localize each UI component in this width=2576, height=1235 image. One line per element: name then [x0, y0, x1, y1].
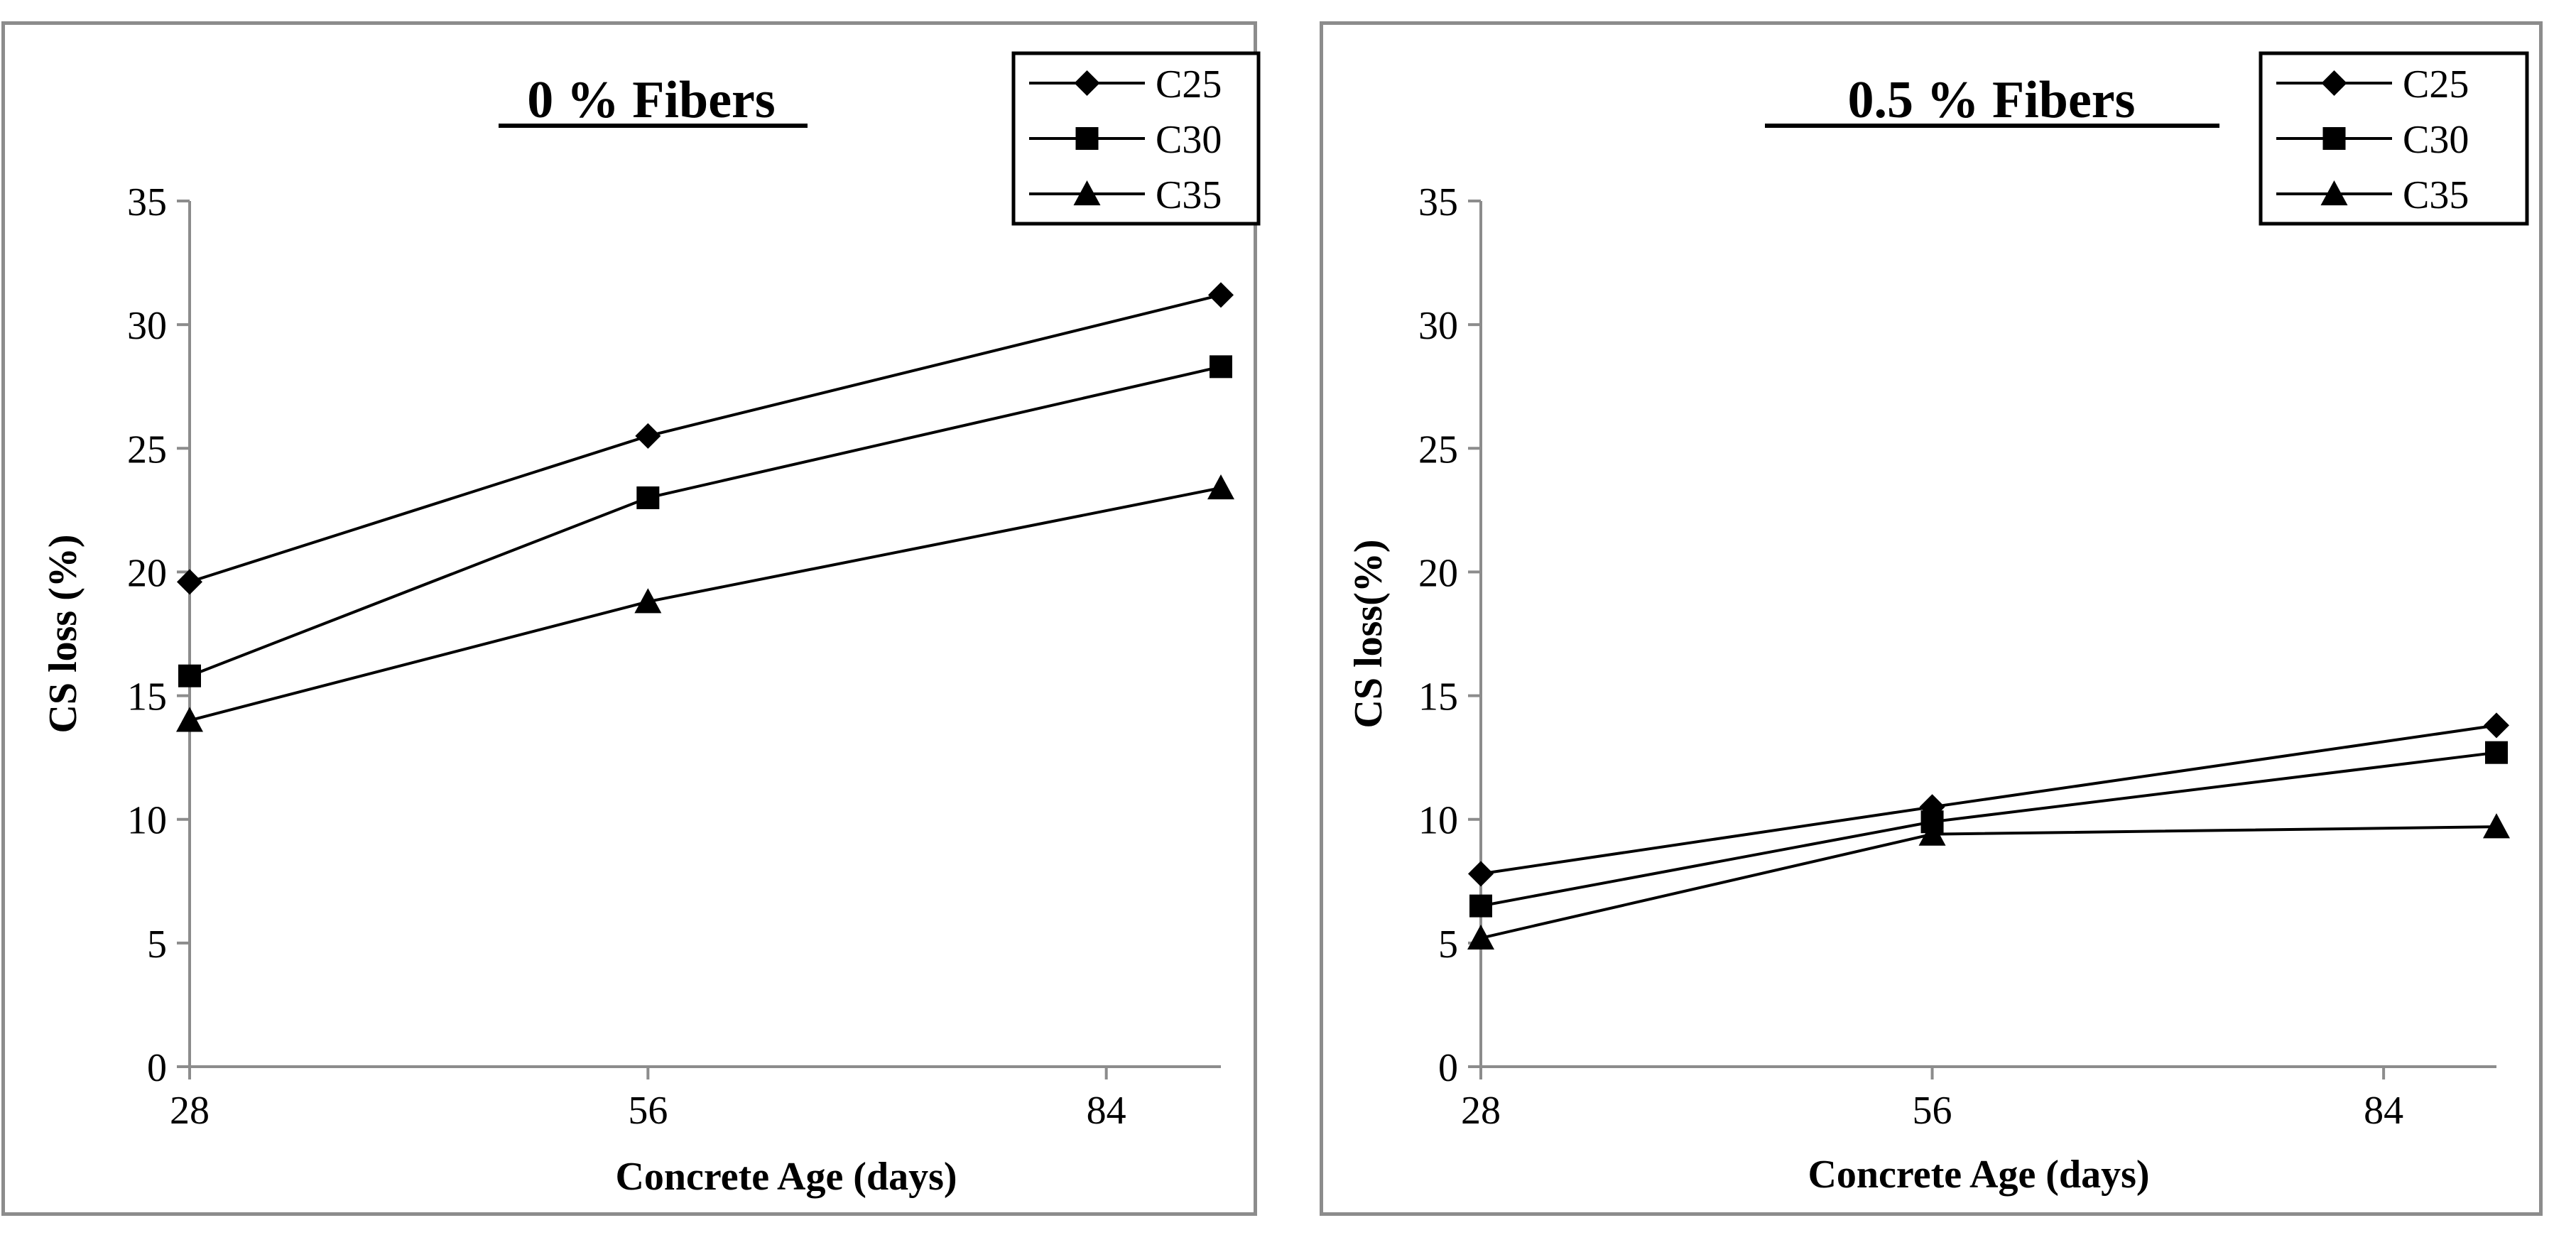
data-point-c25 [2484, 712, 2509, 739]
legend-marker-c30 [2322, 127, 2346, 150]
legend-label: C35 [1156, 173, 1222, 217]
y-tick-label: 30 [127, 304, 167, 348]
y-axis-label: CS loss (%) [41, 534, 85, 733]
data-point-c25 [1468, 861, 1494, 887]
data-point-c35 [634, 588, 662, 614]
y-tick-label: 20 [1418, 551, 1458, 595]
data-point-c35 [1918, 820, 1946, 846]
x-axis-label: Concrete Age (days) [615, 1155, 957, 1199]
x-tick-label: 56 [628, 1089, 668, 1133]
x-tick-label: 28 [1461, 1089, 1501, 1133]
y-tick-label: 5 [1438, 923, 1458, 967]
data-point-c35 [176, 707, 203, 732]
legend-label: C30 [2403, 118, 2469, 162]
y-tick-label: 15 [1418, 675, 1458, 719]
y-tick-label: 25 [127, 428, 167, 472]
legend-marker-c25 [1074, 70, 1100, 96]
y-tick-label: 25 [1418, 428, 1458, 472]
series-line-c35 [189, 486, 1222, 722]
data-point-c25 [1208, 282, 1234, 308]
x-axis-label: Concrete Age (days) [1808, 1153, 2149, 1197]
y-tick-label: 30 [1418, 304, 1458, 348]
data-point-c25 [635, 423, 661, 449]
y-tick-label: 15 [127, 675, 167, 719]
x-tick-label: 84 [1087, 1089, 1126, 1133]
y-tick-label: 5 [147, 923, 167, 967]
data-point-c30 [1210, 355, 1232, 379]
chart-panel-0-fibers: 0 % Fibers 0 5 10 15 20 25 30 35 28 56 84 Concrete A… [1, 21, 1261, 1216]
y-tick-label: 0 [147, 1046, 167, 1090]
y-tick-label: 0 [1438, 1046, 1458, 1090]
y-tick-label: 35 [1418, 180, 1458, 224]
legend-marker-c35 [2320, 180, 2348, 206]
chart-0-fibers: 0 % Fibers 0 5 10 15 20 25 30 35 28 56 84 Concrete A… [41, 51, 1261, 1199]
data-point-c30 [636, 486, 660, 509]
y-tick-label: 10 [1418, 799, 1458, 843]
y-tick-label: 20 [127, 551, 167, 595]
y-tick-label: 10 [127, 799, 167, 843]
x-tick-label: 84 [2364, 1089, 2403, 1133]
legend-label: C25 [1156, 62, 1222, 107]
data-point-c30 [178, 664, 201, 687]
data-point-c35 [2483, 813, 2510, 839]
x-tick-label: 56 [1913, 1089, 1952, 1133]
data-point-c30 [1469, 894, 1492, 918]
chart-title: 0.5 % Fibers [1848, 71, 2136, 129]
series-line-c30 [189, 365, 1222, 678]
legend-marker-c35 [1073, 180, 1101, 206]
legend-marker-c25 [2321, 70, 2347, 96]
data-point-c30 [2485, 741, 2508, 764]
y-tick-label: 35 [127, 180, 167, 224]
series-line-c35 [1480, 825, 2497, 940]
data-point-c25 [177, 569, 202, 595]
legend-label: C30 [1156, 118, 1222, 162]
legend-label: C35 [2403, 173, 2469, 217]
chart-panel-0.5-fibers: 0.5 % Fibers 0 5 10 15 20 25 30 35 28 56 84 Concrete… [1320, 21, 2543, 1216]
legend-label: C25 [2403, 62, 2469, 107]
y-axis-label: CS loss(%) [1347, 539, 1391, 728]
data-point-c35 [1207, 474, 1234, 500]
legend-marker-c30 [1075, 127, 1099, 150]
chart-0.5-fibers: 0.5 % Fibers 0 5 10 15 20 25 30 35 28 56 84 Concrete… [1347, 51, 2529, 1197]
x-tick-label: 28 [170, 1089, 210, 1133]
series-line-c25 [1480, 724, 2497, 876]
series-line-c25 [189, 293, 1222, 584]
data-point-c35 [1467, 924, 1494, 950]
chart-title: 0 % Fibers [527, 71, 775, 129]
